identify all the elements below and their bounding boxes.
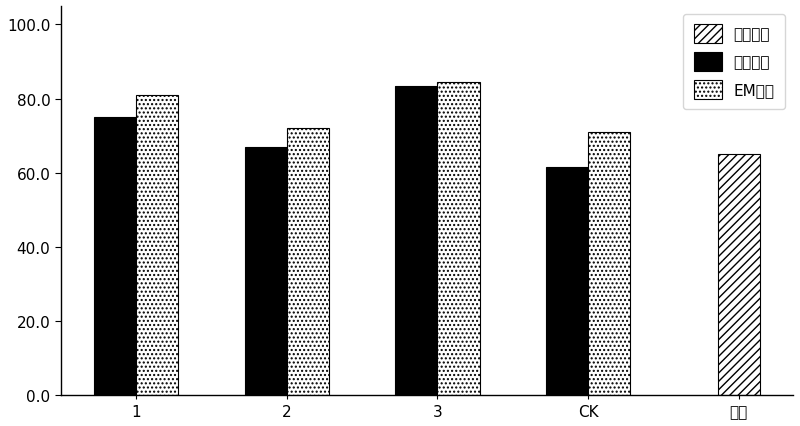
Bar: [438, 83, 480, 395]
Bar: [136, 96, 178, 395]
Bar: [245, 147, 287, 395]
Bar: [546, 168, 588, 395]
Bar: [588, 132, 630, 395]
Bar: [287, 129, 329, 395]
Legend: 空白对照, 固体菌剂, EM菌剂: 空白对照, 固体菌剂, EM菌剂: [683, 14, 786, 110]
Bar: [94, 118, 136, 395]
Bar: [395, 86, 438, 395]
Bar: [718, 155, 760, 395]
